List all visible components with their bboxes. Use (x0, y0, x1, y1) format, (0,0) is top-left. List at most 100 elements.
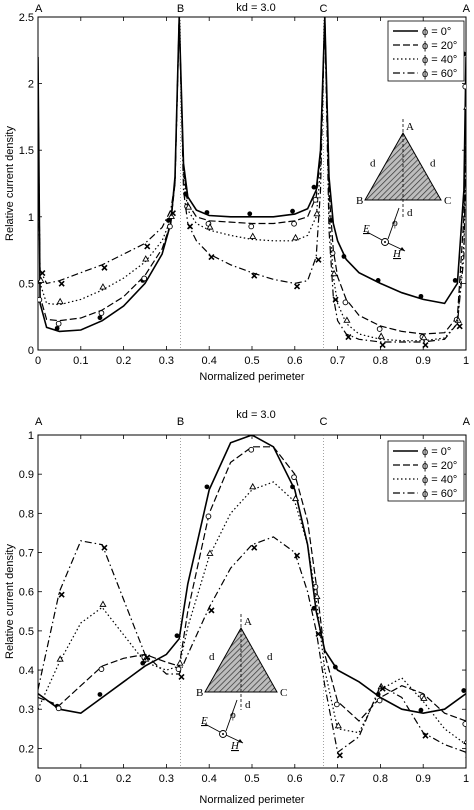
y-axis-label: Relative current density (4, 544, 16, 659)
legend-label-3: ϕ = 60° (422, 68, 457, 80)
series-point-2 (142, 255, 150, 262)
series-line-3 (38, 536, 466, 754)
series-point-2 (206, 549, 214, 556)
y-tick-label: 0.2 (19, 743, 34, 755)
inset-vertex-right: C (280, 687, 287, 699)
series-point-1 (376, 326, 383, 332)
series-point-0 (290, 484, 295, 490)
x-tick-label: 0.6 (287, 355, 302, 367)
y-tick-label: 0.4 (19, 665, 34, 677)
series-point-3 (251, 544, 258, 551)
series-point-2 (463, 104, 466, 110)
chart-bottom: 0 0.1 0.2 0.3 0.4 0.5 0.6 0.7 0.8 0.9 1 0.2 0.3 0.4 0.… (4, 409, 471, 806)
x-tick-label: 0.5 (244, 355, 259, 367)
inset-side-left: d (370, 158, 376, 170)
series-point-3 (422, 732, 429, 739)
inset-e-vector (366, 231, 383, 241)
y-tick-label: 0.5 (19, 626, 34, 638)
series-point-1 (462, 721, 466, 727)
series-point-2 (420, 694, 428, 701)
y-tick-label: 0.5 (19, 278, 34, 290)
series-point-3 (332, 296, 339, 303)
series-point-2 (334, 721, 342, 729)
series-point-0 (461, 688, 466, 693)
y-tick-label: 2.5 (19, 12, 34, 24)
legend-label-0: ϕ = 0° (422, 26, 451, 38)
x-tick-label: 0.3 (159, 355, 174, 367)
series-point-0 (452, 278, 458, 283)
legend-label-2: ϕ = 40° (422, 474, 457, 486)
series-point-1 (291, 220, 297, 227)
chart-top: 0 0.1 0.2 0.3 0.4 0.5 0.6 0.7 0.8 0.9 1 0 0.5 1 1.5 2 2.… (4, 2, 471, 383)
series-point-1 (167, 223, 173, 230)
series-point-3 (293, 552, 301, 559)
x-tick-label: 0.2 (116, 355, 131, 367)
series-point-0 (166, 218, 171, 223)
series-point-3 (293, 283, 301, 290)
series-point-2 (99, 600, 107, 607)
series-point-0 (204, 210, 210, 215)
y-tick-label: 0.3 (19, 704, 34, 716)
inset-vertex-right: C (444, 195, 451, 207)
series-point-2 (343, 316, 351, 323)
series-point-3 (144, 654, 151, 661)
corner-label: A (463, 3, 471, 15)
series-point-2 (420, 333, 428, 341)
x-tick-label: 0.7 (330, 355, 345, 367)
inset-vertex-left: B (196, 687, 203, 699)
series-point-1 (376, 697, 383, 704)
series-point-3 (315, 256, 322, 263)
x-tick-label: 0.1 (73, 355, 88, 367)
series-point-2 (377, 332, 385, 339)
x-axis-label: Normalized perimeter (199, 794, 304, 806)
series-point-1 (55, 705, 62, 712)
chart-title: kd = 3.0 (236, 2, 275, 14)
series-point-3 (101, 544, 108, 551)
series-point-0 (418, 293, 424, 299)
corner-label: C (319, 416, 327, 428)
series-point-1 (205, 513, 212, 520)
series-point-3 (178, 673, 185, 681)
legend-label-0: ϕ = 0° (422, 446, 451, 458)
legend-label-1: ϕ = 20° (422, 460, 457, 472)
x-tick-label: 0.3 (159, 773, 174, 785)
series-point-3 (379, 685, 386, 692)
inset-e-label: E (200, 715, 208, 727)
series-point-0 (290, 208, 295, 214)
series-point-0 (332, 664, 338, 670)
inset-origin-dot (384, 241, 386, 243)
y-tick-label: 0.6 (19, 587, 34, 599)
x-tick-label: 0.8 (373, 355, 388, 367)
x-tick-label: 0.9 (416, 355, 431, 367)
series-point-1 (98, 310, 105, 316)
x-tick-label: 0.1 (73, 773, 88, 785)
series-point-0 (174, 633, 180, 639)
series-point-3 (251, 272, 258, 279)
series-point-3 (208, 607, 215, 614)
series-point-2 (99, 283, 107, 290)
inset-angle-label: ϕ (230, 709, 236, 721)
series-group (38, 17, 466, 349)
series-point-1 (141, 275, 148, 282)
series-point-0 (247, 211, 253, 217)
series-point-3 (101, 264, 108, 271)
series-point-0 (54, 325, 60, 331)
x-tick-label: 0.7 (330, 773, 345, 785)
inset-vertex-top: A (406, 121, 414, 133)
series-point-3 (379, 341, 386, 349)
series-point-1 (342, 299, 349, 306)
series-point-3 (456, 323, 463, 330)
series-point-2 (249, 482, 257, 490)
series-point-2 (330, 269, 338, 277)
series-point-1 (248, 446, 255, 453)
y-tick-label: 1 (28, 430, 34, 442)
corner-label: A (35, 3, 43, 15)
legend-label-1: ϕ = 20° (422, 40, 457, 52)
series-point-2 (56, 655, 64, 662)
inset-h-arrow (238, 739, 243, 743)
series-line-2 (38, 481, 466, 745)
series-point-3 (315, 630, 322, 637)
